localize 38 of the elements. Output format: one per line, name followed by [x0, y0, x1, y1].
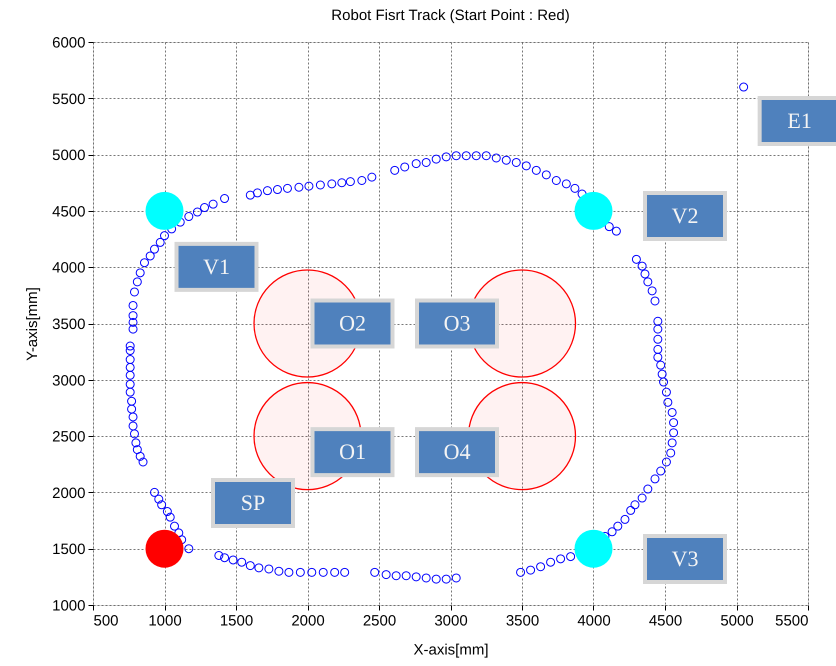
point [146, 530, 184, 568]
annotation: O1 [339, 439, 366, 464]
x-tick-label: 3500 [506, 612, 540, 630]
x-tick-label: 2000 [291, 612, 325, 630]
y-tick-label: 4000 [52, 260, 86, 277]
point [574, 530, 612, 568]
y-axis-title: Y-axis[mm] [24, 287, 42, 361]
y-tick-label: 1500 [52, 541, 86, 558]
annotation: V2 [672, 203, 698, 228]
y-tick-label: 4500 [52, 203, 86, 220]
annotation: E1 [787, 108, 812, 134]
y-tick-label: 1000 [52, 598, 86, 614]
y-tick-label: 2000 [52, 484, 86, 502]
y-tick-label: 3000 [52, 372, 86, 390]
y-tick-label: 5500 [52, 90, 86, 108]
y-tick-label: 2500 [52, 428, 86, 446]
x-tick-label: 4500 [648, 612, 682, 630]
x-tick-label: 4000 [577, 612, 611, 630]
annotation: V1 [203, 254, 230, 279]
x-axis-title: X-axis[mm] [414, 642, 488, 658]
x-tick-label: 1500 [220, 612, 254, 630]
y-tick-label: 5000 [52, 147, 86, 164]
x-tick-label: 2500 [362, 612, 396, 630]
x-tick-label: 3000 [434, 612, 468, 630]
point [574, 192, 612, 230]
x-tick-label: 1000 [148, 612, 182, 630]
x-tick-label: 500 [94, 612, 119, 630]
point [146, 192, 184, 230]
x-tick-label: 5000 [720, 612, 754, 630]
annotation: O3 [444, 310, 470, 336]
y-tick-label: 3500 [52, 316, 86, 333]
annotation: O4 [444, 439, 470, 464]
chart-title: Robot Fisrt Track (Start Point : Red) [331, 7, 570, 24]
annotation: V3 [672, 546, 698, 571]
annotation: SP [240, 490, 266, 515]
y-tick-label: 6000 [52, 34, 86, 52]
x-tick-label: 5500 [775, 612, 808, 630]
annotation: O2 [339, 310, 366, 336]
